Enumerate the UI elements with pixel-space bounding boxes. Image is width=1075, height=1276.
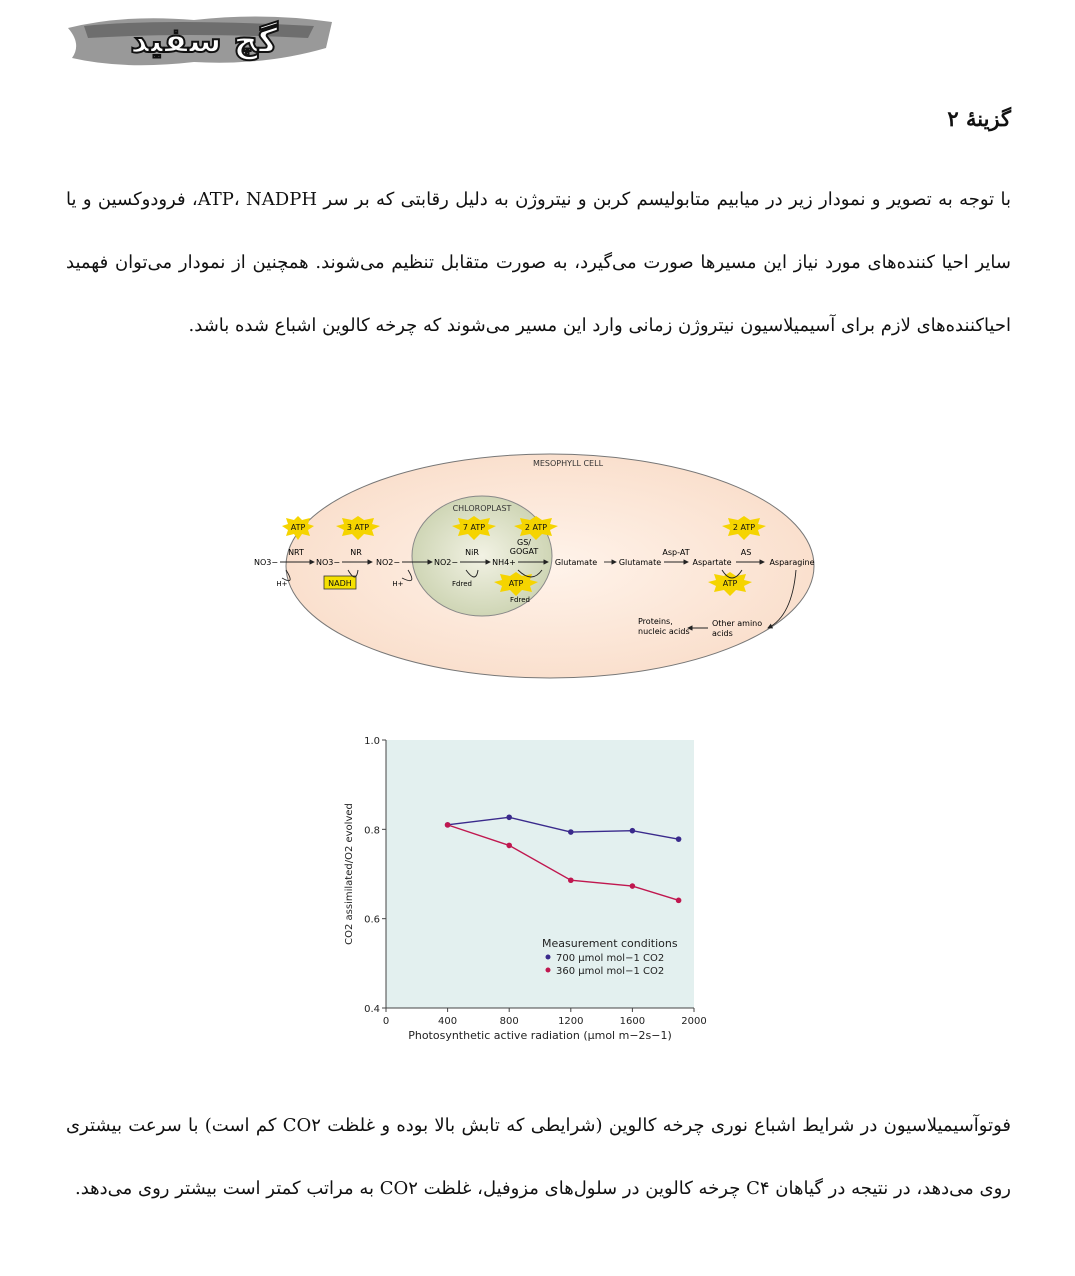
logo-text: گچ سفید (130, 21, 278, 61)
metabolite-ammonium: NH4+ (492, 558, 516, 567)
atp-badge-lower-1: ATP (494, 572, 538, 596)
x-tick-label: 1600 (620, 1016, 645, 1027)
enzyme-as: AS (741, 548, 752, 557)
atp-badge-4: 2 ATP (514, 516, 558, 540)
atp-badge-3: 7 ATP (452, 516, 496, 540)
nitrogen-assimilation-diagram: MESOPHYLL CELL CHLOROPLAST ATP 3 ATP 7 A… (254, 453, 815, 679)
products-other-amino: Other amino (712, 619, 762, 628)
co2-o2-ratio-chart: 0.4 0.6 0.8 1.0 0 400 800 1200 1600 2000 Photosy… (344, 736, 707, 1042)
cell-label: MESOPHYLL CELL (533, 459, 604, 468)
data-point-series-0 (675, 836, 682, 842)
y-tick-label: 0.4 (364, 1004, 380, 1015)
enzyme-gogat: GOGAT (510, 547, 539, 556)
products-nucleic: nucleic acids (638, 627, 690, 636)
svg-text:3 ATP: 3 ATP (347, 523, 369, 532)
enzyme-asp-at: Asp-AT (662, 548, 689, 557)
enzyme-nrt: NRT (288, 548, 304, 557)
metabolite-nitrate-in: NO3− (316, 558, 340, 567)
x-tick-label: 2000 (681, 1016, 706, 1027)
chloroplast (411, 495, 553, 617)
data-point-series-1 (629, 883, 636, 889)
products-proteins: Proteins, (638, 617, 673, 626)
answer-heading: گزینهٔ ۲ (947, 106, 1011, 131)
paragraph-explanation: با توجه به تصویر و نمودار زیر در میابیم … (66, 189, 1012, 336)
enzyme-nir: NiR (465, 548, 479, 557)
metabolite-nitrite-cyt: NO2− (376, 558, 400, 567)
x-tick-label: 0 (383, 1016, 389, 1027)
y-axis-label: CO2 assimilated/O2 evolved (344, 803, 355, 945)
nadh-label: NADH (328, 579, 352, 588)
legend-title: Measurement conditions (542, 937, 678, 950)
legend-marker-360 (545, 967, 551, 973)
atp-badge-2: 3 ATP (336, 516, 380, 540)
svg-text:7 ATP: 7 ATP (463, 523, 485, 532)
fd-2: Fdred (510, 596, 530, 604)
data-point-series-1 (506, 842, 512, 849)
data-point-series-1 (568, 877, 574, 884)
plot-area (386, 740, 694, 1008)
legend-marker-700 (545, 954, 551, 960)
metabolite-glutamate-cyt: Glutamate (619, 558, 661, 567)
svg-text:2 ATP: 2 ATP (733, 523, 755, 532)
proton-1: H+ (276, 580, 287, 588)
enzyme-nr: NR (350, 548, 362, 557)
atp-badge-5: 2 ATP (722, 516, 766, 540)
y-tick-label: 0.8 (364, 825, 380, 836)
products-acids: acids (712, 629, 733, 638)
enzyme-gs: GS/ (517, 538, 531, 547)
metabolite-asparagine: Asparagine (769, 558, 814, 567)
atp-badge-1: ATP (282, 516, 314, 540)
data-point-series-1 (444, 822, 451, 828)
data-point-series-0 (568, 829, 574, 835)
metabolite-nitrate-out: NO3− (254, 558, 278, 567)
logo: گچ سفید (68, 16, 332, 66)
data-point-series-1 (675, 897, 682, 904)
svg-text:ATP: ATP (509, 579, 524, 588)
data-point-series-0 (506, 814, 512, 821)
fd-1: Fdred (452, 580, 472, 588)
y-tick-label: 0.6 (364, 915, 380, 926)
x-tick-label: 800 (500, 1016, 519, 1027)
chloroplast-label: CHLOROPLAST (453, 504, 512, 513)
svg-text:2 ATP: 2 ATP (525, 523, 547, 532)
y-tick-label: 1.0 (364, 736, 380, 747)
nadh-box (323, 575, 357, 590)
x-tick-label: 400 (438, 1016, 457, 1027)
paragraph-conclusion: فوتوآسیمیلاسیون در شرایط اشباع نوری چرخه… (66, 1115, 1012, 1199)
metabolite-aspartate: Aspartate (692, 558, 731, 567)
metabolite-glutamate-chl: Glutamate (555, 558, 597, 567)
legend: Measurement conditions 700 μmol mol−1 CO… (542, 937, 678, 977)
metabolite-nitrite-chl: NO2− (434, 558, 458, 567)
x-axis-label: Photosynthetic active radiation (μmol m−… (408, 1029, 672, 1042)
legend-label-700: 700 μmol mol−1 CO2 (556, 953, 664, 964)
pathway-arrows (280, 559, 797, 631)
svg-text:ATP: ATP (291, 523, 306, 532)
svg-text:ATP: ATP (723, 579, 738, 588)
x-tick-label: 1200 (558, 1016, 583, 1027)
data-point-series-0 (629, 827, 636, 834)
atp-badge-lower-2: ATP (708, 572, 752, 596)
legend-label-360: 360 μmol mol−1 CO2 (556, 966, 664, 977)
proton-2: H+ (392, 580, 403, 588)
